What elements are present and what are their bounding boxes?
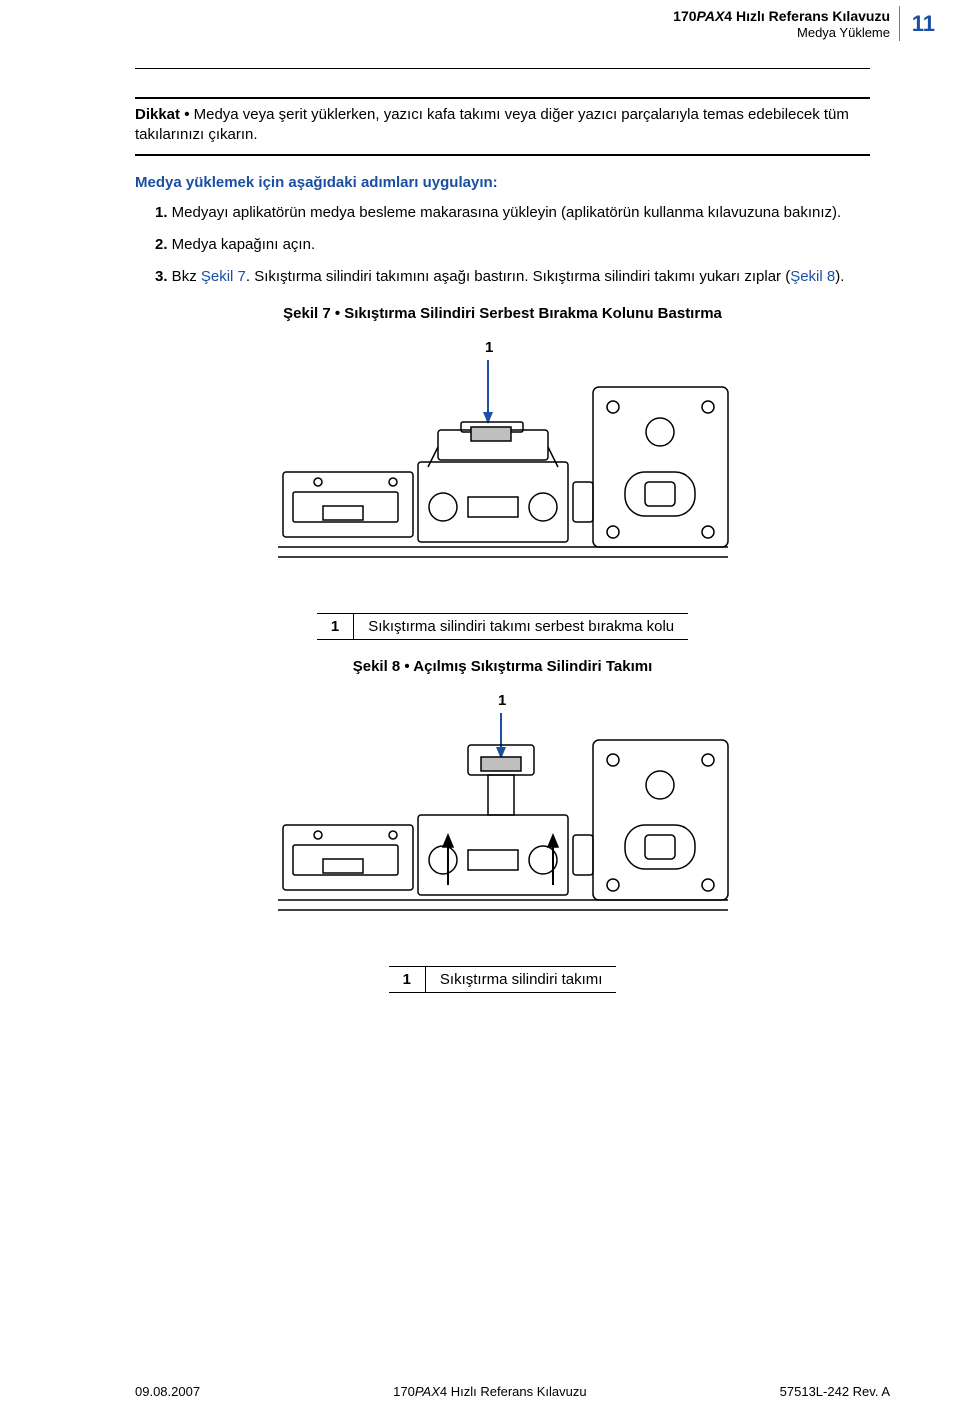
footer-center-suffix: 4 Hızlı Referans Kılavuzu bbox=[440, 1384, 587, 1399]
step-2-text: Medya kapağını açın. bbox=[168, 236, 316, 253]
header-subtitle: Medya Yükleme bbox=[673, 25, 890, 40]
footer-center-prefix: 170 bbox=[393, 1384, 415, 1399]
page-footer: 09.08.2007 170PAX4 Hızlı Referans Kılavu… bbox=[0, 1384, 960, 1399]
page-number: 11 bbox=[899, 6, 935, 41]
step-3-mid2: ). bbox=[835, 268, 844, 285]
figure7-legend-text: Sıkıştırma silindiri takımı serbest bıra… bbox=[354, 614, 688, 640]
step-3-num: 3. bbox=[155, 268, 168, 285]
figure7-legend: 1 Sıkıştırma silindiri takımı serbest bı… bbox=[317, 613, 688, 640]
section-heading: Medya yüklemek için aşağıdaki adımları u… bbox=[135, 174, 870, 191]
header-title-italic: PAX bbox=[697, 8, 725, 24]
figure7-legend-row: 1 Sıkıştırma silindiri takımı serbest bı… bbox=[317, 614, 688, 640]
footer-left: 09.08.2007 bbox=[135, 1384, 200, 1399]
step-3: 3. Bkz Şekil 7. Sıkıştırma silindiri tak… bbox=[155, 267, 870, 287]
page-header: 170PAX4 Hızlı Referans Kılavuzu Medya Yü… bbox=[673, 8, 890, 40]
caution-text: Dikkat • Medya veya şerit yüklerken, yaz… bbox=[135, 105, 870, 146]
step-3-link2[interactable]: Şekil 8 bbox=[790, 268, 835, 285]
step-2-num: 2. bbox=[155, 236, 168, 253]
figure8-callout-label: 1 bbox=[498, 692, 506, 709]
figure8-legend-row: 1 Sıkıştırma silindiri takımı bbox=[389, 967, 617, 993]
step-2: 2. Medya kapağını açın. bbox=[155, 235, 870, 255]
figure7-machine-icon bbox=[278, 387, 728, 557]
header-rule bbox=[135, 68, 870, 69]
header-title-prefix: 170 bbox=[673, 8, 696, 24]
figure7-caption: Şekil 7 • Sıkıştırma Silindiri Serbest B… bbox=[135, 305, 870, 322]
caution-box: Dikkat • Medya veya şerit yüklerken, yaz… bbox=[135, 97, 870, 156]
step-1-num: 1. bbox=[155, 204, 168, 221]
figure8-machine-icon bbox=[278, 740, 728, 910]
caution-body: Medya veya şerit yüklerken, yazıcı kafa … bbox=[135, 106, 849, 143]
header-title-suffix: 4 Hızlı Referans Kılavuzu bbox=[724, 8, 890, 24]
step-list: 1. Medyayı aplikatörün medya besleme mak… bbox=[155, 203, 870, 288]
footer-center: 170PAX4 Hızlı Referans Kılavuzu bbox=[393, 1384, 586, 1399]
figure7-area: 1 bbox=[135, 332, 870, 597]
page-body: Dikkat • Medya veya şerit yüklerken, yaz… bbox=[0, 0, 960, 1340]
figure8-area: 1 bbox=[135, 685, 870, 950]
footer-center-italic: PAX bbox=[415, 1384, 440, 1399]
figure7-svg: 1 bbox=[263, 332, 743, 597]
figure8-legend-text: Sıkıştırma silindiri takımı bbox=[425, 967, 616, 993]
footer-right: 57513L-242 Rev. A bbox=[780, 1384, 890, 1399]
figure8-caption: Şekil 8 • Açılmış Sıkıştırma Silindiri T… bbox=[135, 658, 870, 675]
step-1-text: Medyayı aplikatörün medya besleme makara… bbox=[168, 204, 842, 221]
step-3-link1[interactable]: Şekil 7 bbox=[201, 268, 246, 285]
step-3-mid1: . Sıkıştırma silindiri takımını aşağı ba… bbox=[246, 268, 790, 285]
figure8-legend: 1 Sıkıştırma silindiri takımı bbox=[389, 966, 617, 993]
figure7-legend-num: 1 bbox=[317, 614, 354, 640]
figure8-legend-num: 1 bbox=[389, 967, 426, 993]
figure7-callout-label: 1 bbox=[485, 339, 493, 356]
step-3-prefix: Bkz bbox=[168, 268, 201, 285]
caution-lead: Dikkat • bbox=[135, 106, 189, 123]
figure8-svg: 1 bbox=[263, 685, 743, 950]
step-1: 1. Medyayı aplikatörün medya besleme mak… bbox=[155, 203, 870, 223]
